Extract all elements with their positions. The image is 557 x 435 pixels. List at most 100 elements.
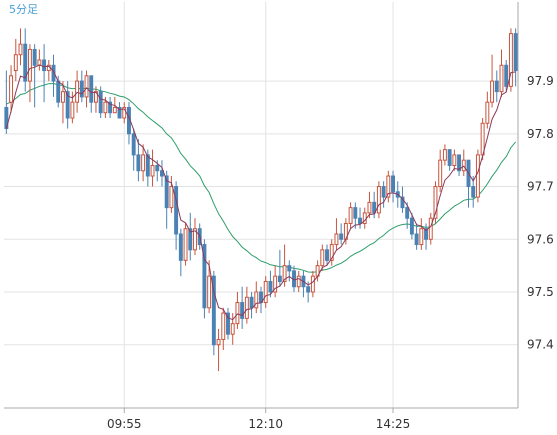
candle-body bbox=[75, 80, 80, 103]
candle-body bbox=[145, 154, 150, 177]
down-candle bbox=[405, 202, 410, 229]
down-candle bbox=[202, 239, 207, 319]
up-candle bbox=[490, 54, 495, 108]
down-candle bbox=[32, 44, 37, 108]
down-candle bbox=[339, 223, 344, 245]
up-candle bbox=[499, 49, 504, 97]
y-axis-labels: 97.4 97.5 97.6 97.7 97.8 97.9 bbox=[527, 74, 554, 352]
candle-body bbox=[353, 207, 358, 219]
candle-body bbox=[405, 207, 410, 219]
axes bbox=[4, 2, 519, 413]
candle-body bbox=[131, 133, 136, 156]
down-candle bbox=[249, 292, 254, 319]
candle-body bbox=[188, 228, 193, 251]
up-candle bbox=[60, 81, 65, 124]
up-candle bbox=[428, 212, 433, 245]
down-candle bbox=[325, 244, 329, 266]
candle-body bbox=[84, 75, 89, 98]
down-candle bbox=[131, 128, 136, 171]
candle-body bbox=[27, 48, 32, 82]
candle-body bbox=[372, 201, 377, 214]
candle-body bbox=[202, 244, 207, 309]
candle-body bbox=[249, 296, 254, 309]
up-candle bbox=[485, 91, 490, 129]
candle-body bbox=[513, 33, 518, 72]
candle-body bbox=[244, 296, 249, 319]
candle-body bbox=[65, 91, 70, 119]
down-candle bbox=[457, 154, 462, 176]
candle-body bbox=[141, 154, 146, 172]
candle-body bbox=[287, 265, 292, 272]
y-tick-label: 97.8 bbox=[527, 127, 554, 141]
up-candle bbox=[273, 265, 278, 298]
down-candle bbox=[89, 75, 94, 113]
up-candle bbox=[475, 149, 480, 203]
candle-body bbox=[277, 275, 282, 282]
down-candle bbox=[353, 202, 358, 229]
down-candle bbox=[42, 44, 47, 103]
candle-body bbox=[169, 186, 174, 209]
up-candle bbox=[9, 65, 14, 113]
candle-body bbox=[108, 101, 113, 114]
candle-body bbox=[329, 244, 334, 261]
candle-body bbox=[504, 64, 509, 87]
up-candle bbox=[254, 281, 259, 314]
down-candle bbox=[136, 139, 141, 182]
candle-body bbox=[409, 217, 414, 235]
up-candle bbox=[376, 181, 381, 219]
up-candle bbox=[433, 181, 438, 224]
candle-body bbox=[164, 175, 169, 209]
candle-body bbox=[273, 275, 278, 293]
x-tick-label: 12:10 bbox=[248, 417, 283, 431]
candle-body bbox=[51, 64, 56, 82]
down-candle bbox=[400, 186, 405, 213]
candle-body bbox=[211, 275, 216, 346]
candle-body bbox=[438, 159, 443, 188]
candle-body bbox=[490, 80, 495, 103]
up-candle bbox=[244, 286, 249, 324]
candle-body bbox=[428, 217, 433, 240]
candle-body bbox=[296, 275, 301, 288]
up-candle bbox=[263, 276, 268, 308]
candle-body bbox=[32, 48, 37, 66]
candle-body bbox=[93, 91, 98, 103]
down-candle bbox=[240, 286, 245, 329]
up-candle bbox=[216, 328, 221, 372]
up-candle bbox=[296, 270, 301, 292]
down-candle bbox=[409, 212, 414, 240]
down-candle bbox=[188, 212, 193, 261]
down-candle bbox=[4, 70, 9, 134]
candle-body bbox=[268, 280, 273, 293]
candle-body bbox=[381, 186, 386, 198]
candle-body bbox=[13, 54, 18, 72]
candle-body bbox=[339, 233, 344, 240]
candle-body bbox=[508, 33, 513, 87]
candle-body bbox=[136, 154, 141, 172]
candle-body bbox=[499, 64, 504, 93]
down-candle bbox=[79, 70, 84, 103]
up-candle bbox=[362, 207, 367, 229]
down-candle bbox=[23, 28, 28, 92]
down-candle bbox=[174, 181, 179, 250]
candle-body bbox=[414, 233, 419, 246]
up-candle bbox=[150, 149, 155, 187]
candle-body bbox=[178, 233, 183, 261]
candle-body bbox=[334, 233, 339, 246]
candle-body bbox=[183, 228, 188, 261]
up-candle bbox=[386, 170, 391, 203]
up-candle bbox=[367, 191, 372, 219]
candle-body bbox=[98, 91, 103, 114]
up-candle bbox=[27, 44, 32, 103]
candle-body bbox=[193, 228, 197, 251]
candle-body bbox=[320, 249, 325, 267]
down-candle bbox=[108, 96, 113, 118]
x-tick-label: 14:25 bbox=[376, 417, 411, 431]
up-candle bbox=[230, 313, 235, 345]
down-candle bbox=[494, 70, 499, 103]
ma-short-layer bbox=[5, 64, 516, 321]
down-candle bbox=[447, 149, 452, 171]
down-candle bbox=[414, 223, 419, 250]
candle-body bbox=[150, 164, 155, 177]
up-candle bbox=[193, 218, 197, 256]
down-candle bbox=[127, 102, 131, 145]
